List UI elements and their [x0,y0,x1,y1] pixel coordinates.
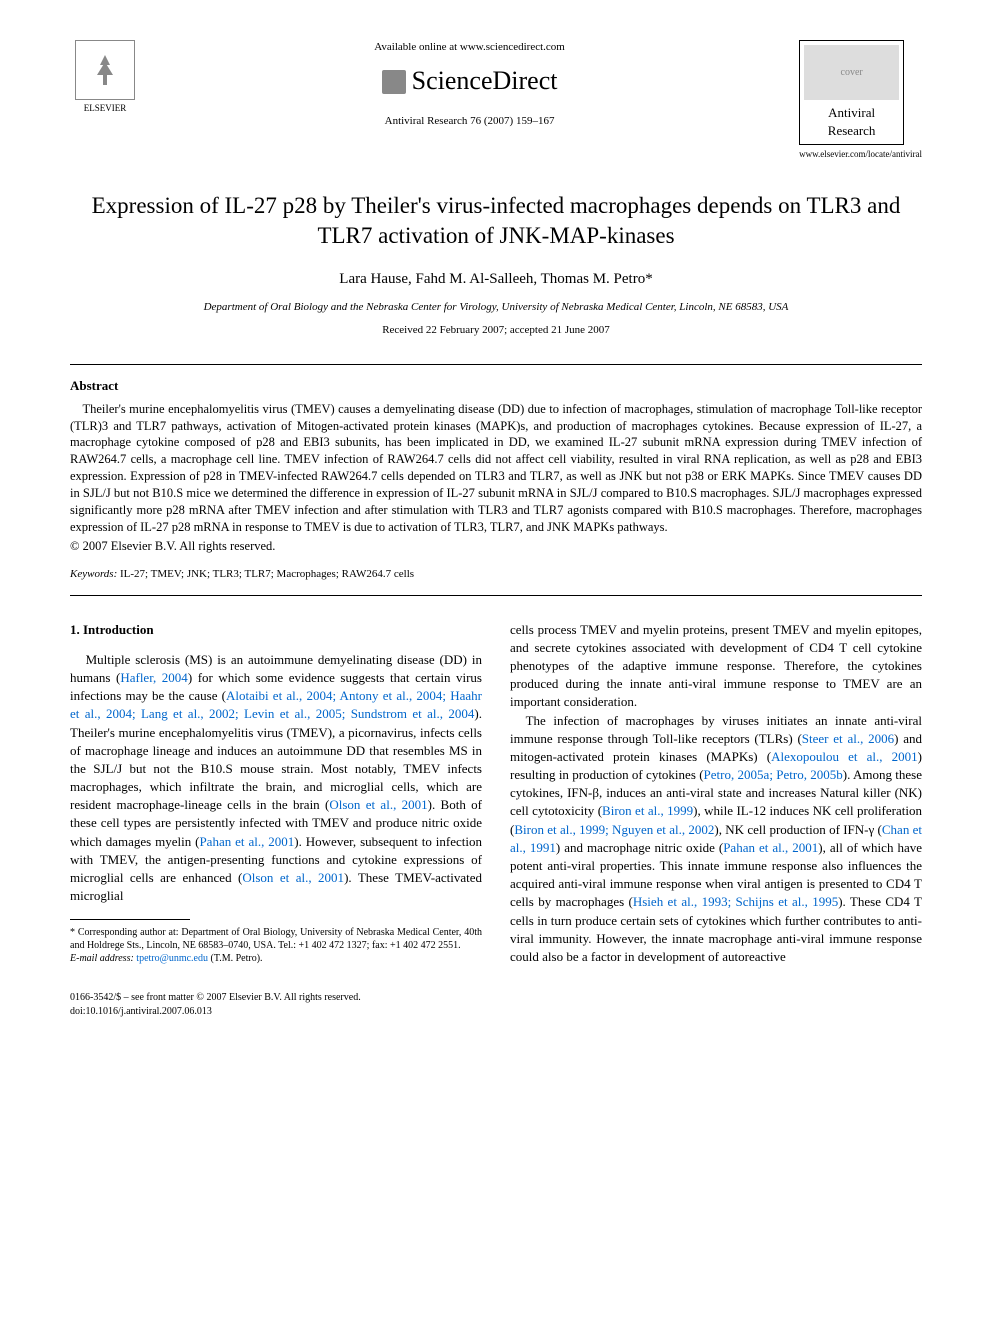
email-footnote: E-mail address: tpetro@unmc.edu (T.M. Pe… [70,952,482,965]
sciencedirect-text: ScienceDirect [412,63,558,99]
intro-paragraph-1: Multiple sclerosis (MS) is an autoimmune… [70,651,482,906]
text-fragment: ) and macrophage nitric oxide ( [556,840,723,855]
citation-link[interactable]: Biron et al., 1999; Nguyen et al., 2002 [514,822,714,837]
column-left: 1. Introduction Multiple sclerosis (MS) … [70,621,482,967]
footnote-separator [70,919,190,920]
citation-link[interactable]: Biron et al., 1999 [602,803,693,818]
journal-cover-icon: cover [804,45,899,100]
citation-link[interactable]: Alexopoulou et al., 2001 [771,749,918,764]
keywords-text: IL-27; TMEV; JNK; TLR3; TLR7; Macrophage… [117,568,414,580]
email-link[interactable]: tpetro@unmc.edu [134,953,208,964]
citation-link[interactable]: Olson et al., 2001 [329,797,427,812]
available-online-text: Available online at www.sciencedirect.co… [160,40,779,55]
text-fragment: ), NK cell production of IFN-γ ( [714,822,881,837]
divider-top [70,364,922,365]
center-header: Available online at www.sciencedirect.co… [140,40,799,129]
footer-doi: doi:10.1016/j.antiviral.2007.06.013 [70,1005,922,1019]
footer-front-matter: 0166-3542/$ – see front matter © 2007 El… [70,991,922,1005]
sciencedirect-icon [382,70,406,94]
page-footer: 0166-3542/$ – see front matter © 2007 El… [70,991,922,1019]
journal-url: www.elsevier.com/locate/antiviral [799,148,922,161]
sciencedirect-logo: ScienceDirect [160,63,779,99]
keywords: Keywords: IL-27; TMEV; JNK; TLR3; TLR7; … [70,567,922,582]
intro-paragraph-1-continued: cells process TMEV and myelin proteins, … [510,621,922,712]
citation-link[interactable]: Petro, 2005a; Petro, 2005b [704,767,843,782]
email-suffix: (T.M. Petro). [208,953,263,964]
column-right: cells process TMEV and myelin proteins, … [510,621,922,967]
journal-reference: Antiviral Research 76 (2007) 159–167 [160,114,779,129]
keywords-label: Keywords: [70,568,117,580]
elsevier-label: ELSEVIER [70,102,140,115]
intro-paragraph-2: The infection of macrophages by viruses … [510,712,922,967]
authors: Lara Hause, Fahd M. Al-Salleeh, Thomas M… [70,269,922,290]
section-1-heading: 1. Introduction [70,621,482,639]
abstract-text: Theiler's murine encephalomyelitis virus… [70,401,922,536]
citation-link[interactable]: Hsieh et al., 1993; Schijns et al., 1995 [633,894,838,909]
divider-bottom [70,595,922,596]
citation-link[interactable]: Pahan et al., 2001 [199,834,294,849]
abstract-heading: Abstract [70,377,922,395]
citation-link[interactable]: Hafler, 2004 [120,670,187,685]
journal-name-top: Antiviral [804,104,899,122]
email-label: E-mail address: [70,953,134,964]
abstract-copyright: © 2007 Elsevier B.V. All rights reserved… [70,538,922,556]
citation-link[interactable]: Steer et al., 2006 [802,731,894,746]
corresponding-author-footnote: * Corresponding author at: Department of… [70,926,482,952]
affiliation: Department of Oral Biology and the Nebra… [70,300,922,315]
body-columns: 1. Introduction Multiple sclerosis (MS) … [70,621,922,967]
header-row: ELSEVIER Available online at www.science… [70,40,922,161]
elsevier-tree-icon [75,40,135,100]
citation-link[interactable]: Pahan et al., 2001 [723,840,818,855]
journal-logo-block: cover Antiviral Research www.elsevier.co… [799,40,922,161]
elsevier-logo: ELSEVIER [70,40,140,115]
received-accepted-dates: Received 22 February 2007; accepted 21 J… [70,323,922,338]
journal-name-bottom: Research [804,122,899,140]
journal-cover-logo: cover Antiviral Research [799,40,904,145]
citation-link[interactable]: Olson et al., 2001 [242,870,344,885]
article-title: Expression of IL-27 p28 by Theiler's vir… [70,191,922,251]
